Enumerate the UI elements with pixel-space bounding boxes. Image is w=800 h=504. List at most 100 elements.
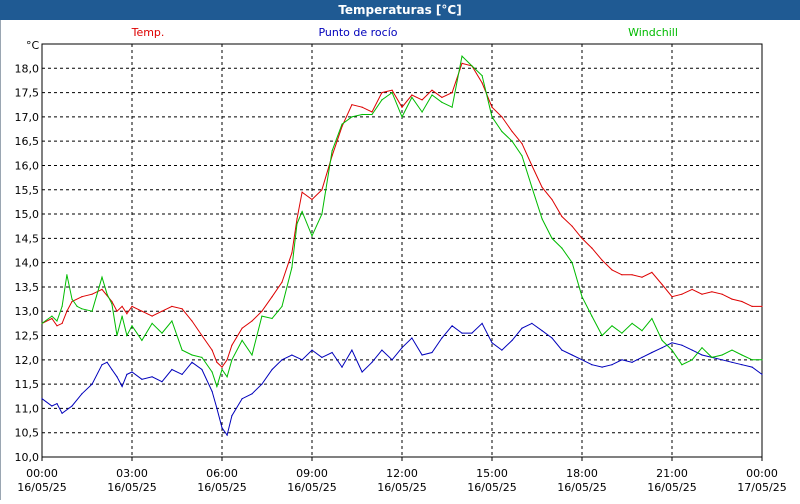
data-point [221,427,223,429]
data-point [511,339,513,341]
data-point [701,293,703,295]
data-point [731,349,733,351]
data-point [431,351,433,354]
data-point [561,215,563,218]
chart-panel: 10,0 10,5 11,0 11,5 12,0 12,5 13,0 13,5 14,0 14,5… [0,20,800,500]
data-point [561,247,563,249]
data-point [731,361,733,363]
data-point [121,305,123,307]
y-tick-label: 14,5 [15,232,40,245]
y-tick-label: 10,5 [15,427,40,440]
data-point [521,155,523,157]
y-tick-label: 11,0 [15,402,40,415]
data-point [161,332,163,334]
data-point [741,300,743,303]
data-point [71,405,73,407]
data-point [441,101,443,103]
data-point [116,310,118,312]
data-point [531,322,533,324]
data-point [241,398,243,400]
data-point [551,337,553,339]
data-point [411,337,413,339]
y-tick-label: 16,0 [15,159,40,172]
data-point [411,94,413,96]
data-point [271,368,273,371]
data-point [361,371,363,373]
data-point [126,334,128,337]
data-point [81,308,83,310]
data-point [351,116,353,118]
data-point [221,368,223,371]
data-point [681,364,683,366]
data-point [401,347,403,349]
data-point [281,359,283,361]
data-point [111,300,113,303]
data-point [721,359,723,361]
data-point [141,339,143,341]
data-point [126,373,128,375]
data-point [331,150,333,152]
data-point [671,349,673,351]
data-point [321,189,323,191]
data-point [671,342,673,344]
data-point [361,106,363,108]
data-point [351,104,353,106]
data-point [171,368,173,371]
series [41,55,763,437]
legend-entry-0: Temp. [131,26,165,39]
x-tick-time: 15:00 [476,467,508,480]
data-point [601,259,603,261]
data-point [61,322,63,324]
y-tick-label: 18,0 [15,62,40,75]
data-point [421,99,423,101]
data-point [56,320,58,322]
data-point [291,266,293,269]
data-point [481,75,483,77]
data-point [221,366,223,368]
data-point [91,383,93,385]
x-tick-date: 16/05/25 [287,481,336,494]
data-point [481,322,483,324]
data-point [441,337,443,339]
x-tick-date: 16/05/25 [647,481,696,494]
data-point [731,298,733,300]
data-point [61,412,63,414]
data-point [451,325,453,327]
data-point [301,359,303,361]
data-point [66,310,68,312]
data-point [651,317,653,320]
data-point [131,371,133,373]
data-point [641,330,643,332]
data-point [81,393,83,395]
data-point [351,349,353,351]
data-point [391,89,393,91]
data-point [751,366,753,368]
data-point [381,92,383,94]
data-point [151,315,153,317]
series-line-2 [41,55,762,389]
data-point [301,211,303,213]
data-point [181,373,183,375]
data-point [671,296,673,298]
data-point [651,271,653,273]
data-point [261,315,263,317]
data-point [261,310,263,312]
data-point [171,320,173,322]
data-point [321,213,323,215]
data-point [121,315,123,317]
data-point [511,140,513,142]
data-point [91,310,93,312]
y-tick-label: 12,5 [15,330,40,343]
data-point [361,113,363,116]
data-point [231,359,233,361]
data-point [251,393,253,395]
data-point [561,349,563,351]
data-point [481,82,483,84]
data-point [761,359,763,361]
data-point [201,356,203,358]
data-point [751,305,753,307]
data-point [281,305,283,307]
series-line-0 [41,62,762,368]
data-point [61,305,63,307]
data-point [431,94,433,96]
